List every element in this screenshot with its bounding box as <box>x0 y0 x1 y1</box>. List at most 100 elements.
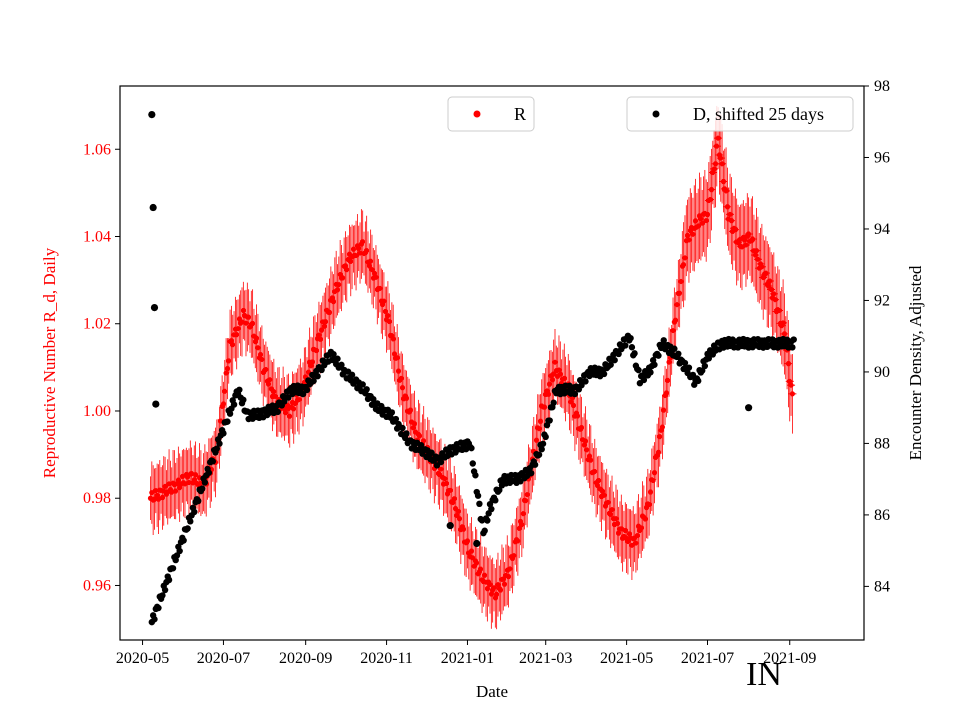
d-point <box>199 485 206 492</box>
d-point <box>550 399 557 406</box>
d-point <box>314 373 321 380</box>
r-point <box>287 413 293 419</box>
x-tick-label: 2021-07 <box>681 650 734 667</box>
r-point <box>350 246 357 252</box>
d-outlier-point <box>745 404 753 412</box>
d-point <box>201 479 209 486</box>
d-point <box>600 370 608 378</box>
r-point <box>720 178 727 185</box>
y-left-tick-label: 0.98 <box>83 490 111 507</box>
r-point <box>682 255 688 261</box>
r-point <box>651 470 658 476</box>
r-point <box>271 389 277 395</box>
r-point <box>657 434 663 440</box>
d-point <box>655 352 662 359</box>
d-point <box>651 361 658 368</box>
r-point <box>356 245 362 251</box>
r-point <box>732 227 738 233</box>
r-point <box>223 370 229 376</box>
r-point <box>395 368 402 374</box>
r-point <box>159 494 166 501</box>
r-point <box>253 335 260 341</box>
d-point <box>226 410 234 417</box>
d-point <box>539 440 547 447</box>
r-point <box>515 538 521 544</box>
r-point <box>243 320 249 326</box>
r-point <box>549 377 555 383</box>
d-point <box>310 377 317 385</box>
r-point <box>678 278 684 285</box>
r-point <box>646 501 652 508</box>
d-outlier-point <box>473 539 481 548</box>
d-point <box>348 371 356 379</box>
d-point <box>538 446 545 453</box>
r-point <box>456 516 463 522</box>
r-point <box>634 532 640 539</box>
d-point <box>695 377 702 385</box>
r-point <box>226 358 232 364</box>
r-point <box>373 274 379 280</box>
r-point <box>246 314 252 320</box>
x-axis-label: Date <box>476 682 508 701</box>
d-point <box>274 408 282 416</box>
r-point <box>768 286 774 293</box>
r-point <box>771 291 777 297</box>
r-point <box>670 327 676 334</box>
r-point <box>703 217 709 224</box>
x-tick-label: 2021-03 <box>519 650 572 667</box>
d-point <box>318 366 325 374</box>
d-point <box>671 345 678 352</box>
d-point <box>582 378 589 385</box>
d-point <box>607 361 614 368</box>
d-series <box>148 110 797 626</box>
r-point <box>723 188 729 194</box>
d-point <box>705 355 713 362</box>
d-point <box>789 344 796 351</box>
r-point <box>711 166 717 172</box>
d-point <box>370 395 377 403</box>
r-point <box>344 267 350 273</box>
d-point <box>151 616 158 623</box>
r-point <box>753 248 760 254</box>
r-point <box>541 404 547 410</box>
y-left-tick-label: 1.00 <box>83 403 111 420</box>
r-point <box>259 356 265 363</box>
r-point <box>224 366 231 372</box>
d-point <box>428 449 435 456</box>
d-point <box>187 518 194 525</box>
x-tick-label: 2020-05 <box>116 650 169 667</box>
r-point <box>494 591 500 597</box>
r-point <box>399 385 406 391</box>
y-right-tick-label: 84 <box>874 578 890 595</box>
d-point <box>635 366 642 374</box>
d-point <box>392 415 400 423</box>
d-point <box>205 469 213 476</box>
r-point <box>622 527 628 534</box>
d-point <box>685 364 693 371</box>
r-point <box>704 211 711 218</box>
y-axis-left-label: Reproductive Number R_d, Daily <box>40 247 59 478</box>
r-point <box>460 526 467 532</box>
r-point <box>727 211 733 217</box>
legend-r-label: R <box>514 104 526 124</box>
r-point <box>474 560 480 566</box>
r-point <box>173 488 179 494</box>
r-point <box>692 218 699 224</box>
d-point <box>622 342 629 349</box>
r-point <box>505 573 512 580</box>
r-point <box>381 298 387 304</box>
d-point <box>180 537 187 544</box>
d-point <box>535 451 543 458</box>
d-point <box>790 336 797 343</box>
r-point <box>451 496 457 502</box>
r-point <box>681 262 687 268</box>
r-point <box>601 492 607 498</box>
r-point <box>330 298 337 305</box>
r-point <box>647 489 654 495</box>
y-axis-left: 0.96 0.98 1.00 1.02 1.04 1.06 <box>83 141 120 594</box>
legend-d-marker <box>652 110 660 118</box>
r-point <box>557 371 563 377</box>
r-point <box>674 302 680 308</box>
d-point <box>330 350 337 358</box>
y-left-tick-label: 1.02 <box>83 316 111 333</box>
